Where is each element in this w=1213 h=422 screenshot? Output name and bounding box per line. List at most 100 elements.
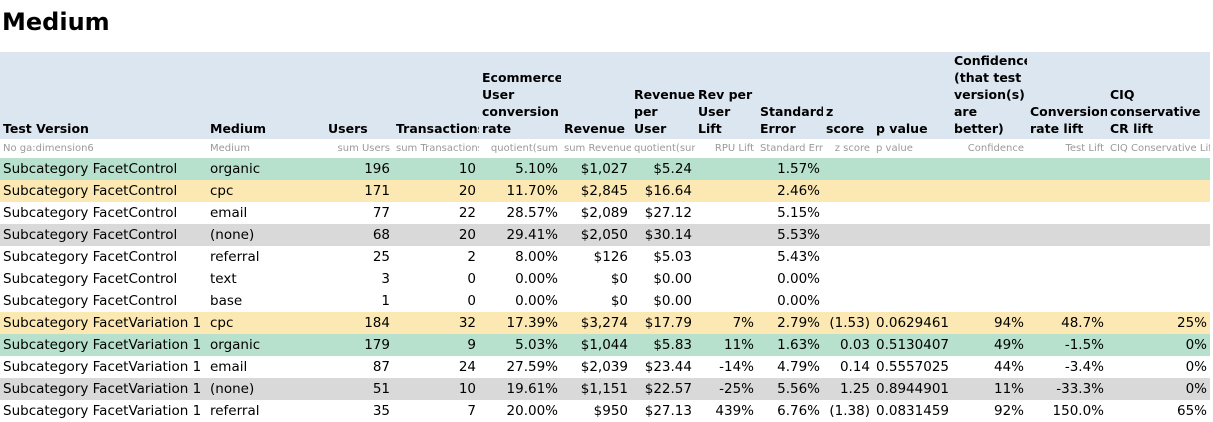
data-cell: [1107, 180, 1210, 202]
data-cell: [1107, 268, 1210, 290]
data-cell: 1: [381, 293, 390, 309]
data-cell: 25: [372, 249, 390, 265]
data-cell: Subcategory FacetVariation 1: [3, 359, 202, 375]
data-cell: Subcategory FacetVariation 1: [3, 337, 202, 353]
data-row: Subcategory FacetVariation 1 email 87 24 27.…: [0, 356, 1210, 378]
data-cell: $0: [610, 271, 628, 287]
data-cell: $0.00: [653, 271, 692, 287]
data-cell: [951, 180, 1027, 202]
data-cell: 2.46%: [777, 183, 820, 199]
data-cell: [873, 268, 951, 290]
data-cell: 184: [364, 315, 390, 331]
data-cell: [695, 290, 757, 312]
data-cell: Subcategory FacetControl: [3, 161, 178, 177]
data-cell: 1.57%: [777, 161, 820, 177]
data-cell: 68: [372, 227, 390, 243]
data-cell: $23.44: [644, 359, 692, 375]
data-cell: referral: [210, 249, 260, 265]
data-cell: 20.00%: [506, 403, 558, 419]
data-cell: 11.70%: [506, 183, 558, 199]
data-row: Subcategory FacetControl organic 196 10 5.10…: [0, 158, 1210, 180]
subheader-row: No ga:dimension6 Medium sum Users sum Trans…: [0, 139, 1210, 158]
data-cell: 20: [458, 183, 476, 199]
header-cell: Users: [325, 52, 393, 139]
subheader-cell: RPU Lift: [714, 143, 754, 154]
data-cell: 44%: [993, 359, 1024, 375]
data-cell: 49%: [993, 337, 1024, 353]
data-cell: 28.57%: [506, 205, 558, 221]
data-cell: $1,151: [580, 381, 628, 397]
data-cell: [1027, 268, 1107, 290]
data-cell: 0.14: [839, 359, 870, 375]
header-cell: z score: [823, 52, 873, 139]
data-cell: 10: [458, 381, 476, 397]
data-cell: [873, 290, 951, 312]
subheader-cell: No ga:dimension6: [3, 143, 94, 154]
data-cell: [873, 202, 951, 224]
data-cell: 0.03: [839, 337, 870, 353]
header-cell: Ecommerce User conversion rate: [479, 52, 561, 139]
data-cell: [823, 290, 873, 312]
data-cell: $1,027: [580, 161, 628, 177]
subheader-cell: z score: [834, 143, 870, 154]
data-cell: [823, 202, 873, 224]
data-cell: $1,044: [580, 337, 628, 353]
data-cell: (none): [210, 381, 255, 397]
data-cell: $2,845: [580, 183, 628, 199]
subheader-cell: sum Transactions: [396, 143, 479, 154]
data-cell: [1107, 202, 1210, 224]
subheader-cell: p value: [876, 143, 913, 154]
data-cell: $5.83: [653, 337, 692, 353]
data-cell: 171: [364, 183, 390, 199]
data-cell: 0%: [1185, 359, 1207, 375]
data-cell: 0.8944901: [876, 381, 950, 397]
header-cell: Revenue per User: [631, 52, 695, 139]
data-cell: [873, 246, 951, 268]
data-cell: Subcategory FacetControl: [3, 271, 178, 287]
data-cell: 150.0%: [1052, 403, 1104, 419]
data-cell: [1027, 180, 1107, 202]
data-cell: 0.5130407: [876, 337, 950, 353]
subheader-cell: CIQ Conservative Lift: [1110, 143, 1210, 154]
data-cell: 179: [364, 337, 390, 353]
data-cell: 1.63%: [777, 337, 820, 353]
data-cell: $3,274: [580, 315, 628, 331]
data-cell: email: [210, 205, 248, 221]
data-cell: -3.4%: [1064, 359, 1104, 375]
data-cell: 0.0831459: [876, 403, 950, 419]
data-cell: $27.13: [644, 403, 692, 419]
data-row: Subcategory FacetControl base 1 0 0.00% $0 $0.…: [0, 290, 1210, 312]
data-cell: [1027, 290, 1107, 312]
data-cell: cpc: [210, 183, 234, 199]
data-cell: 35: [372, 403, 390, 419]
data-cell: [873, 180, 951, 202]
data-cell: -1.5%: [1064, 337, 1104, 353]
data-row: Subcategory FacetVariation 1 referral 35 7 2…: [0, 400, 1210, 422]
data-cell: 9: [467, 337, 476, 353]
data-cell: 87: [372, 359, 390, 375]
data-cell: 11%: [723, 337, 754, 353]
data-cell: referral: [210, 403, 260, 419]
data-cell: [823, 158, 873, 180]
data-cell: 27.59%: [506, 359, 558, 375]
subheader-cell: Standard Error: [760, 143, 823, 154]
data-cell: 65%: [1176, 403, 1207, 419]
data-cell: 0%: [1185, 381, 1207, 397]
data-cell: Subcategory FacetVariation 1: [3, 403, 202, 419]
header-cell: Confidence (that test version(s) are bet…: [951, 52, 1027, 139]
data-cell: 10: [458, 161, 476, 177]
data-cell: [823, 180, 873, 202]
data-cell: 32: [458, 315, 476, 331]
data-cell: Subcategory FacetControl: [3, 205, 178, 221]
data-cell: 17.39%: [506, 315, 558, 331]
data-cell: [951, 158, 1027, 180]
data-row: Subcategory FacetControl (none) 68 20 29.41%…: [0, 224, 1210, 246]
data-cell: Subcategory FacetVariation 1: [3, 315, 202, 331]
data-cell: [695, 180, 757, 202]
data-cell: Subcategory FacetControl: [3, 249, 178, 265]
subheader-cell: quotient(sum: [634, 143, 695, 154]
data-cell: 19.61%: [506, 381, 558, 397]
data-cell: $2,039: [580, 359, 628, 375]
data-cell: 24: [458, 359, 476, 375]
